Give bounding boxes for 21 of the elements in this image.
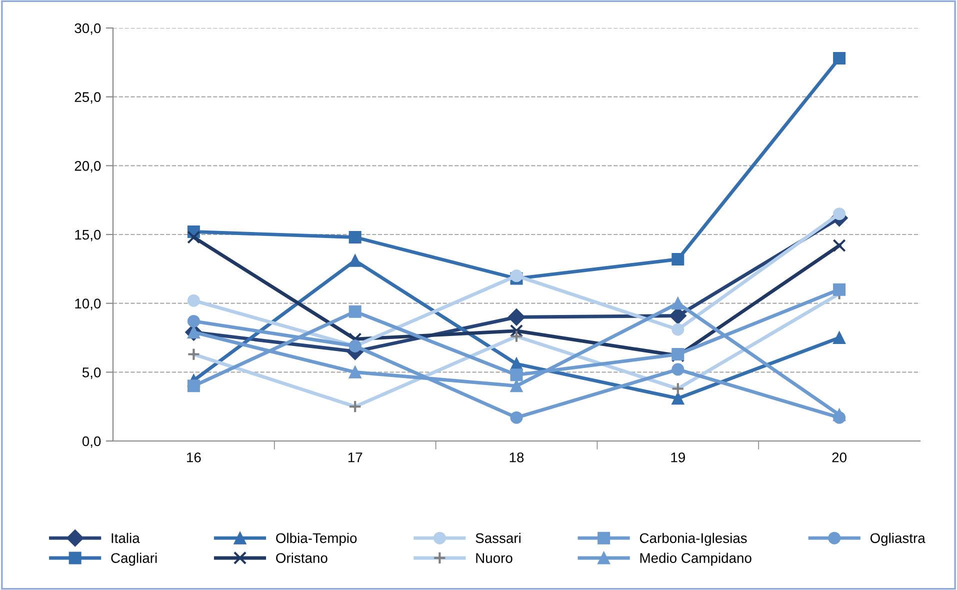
y-tick-label: 15,0	[75, 230, 101, 242]
x-tick-label: 16	[187, 452, 201, 462]
legend-label: Cagliari	[111, 552, 157, 566]
y-tick-label: 30,0	[74, 23, 101, 35]
legend-label: Carbonia-Iglesias	[640, 532, 747, 546]
x-tick-label: 18	[510, 452, 524, 462]
y-tick-label: 20,0	[74, 161, 101, 172]
y-tick-label: 5,0	[82, 368, 101, 379]
legend-label: Oristano	[276, 552, 328, 563]
x-tick-label: 19	[671, 452, 685, 462]
legend-label: Nuoro	[476, 553, 512, 563]
x-tick-label: 20	[832, 452, 846, 462]
legend-label: Medio Campidano	[640, 552, 752, 566]
y-tick-label: 25,0	[74, 92, 101, 104]
legend-label: Olbia-Tempio	[276, 532, 357, 546]
x-tick-label: 17	[348, 452, 362, 462]
legend-label: Sassari	[476, 532, 520, 544]
legend-label: Ogliastra	[870, 532, 926, 546]
legend-label: Italia	[112, 532, 140, 544]
y-tick-label: 0,0	[82, 436, 101, 448]
y-tick-label: 10,0	[75, 298, 101, 310]
